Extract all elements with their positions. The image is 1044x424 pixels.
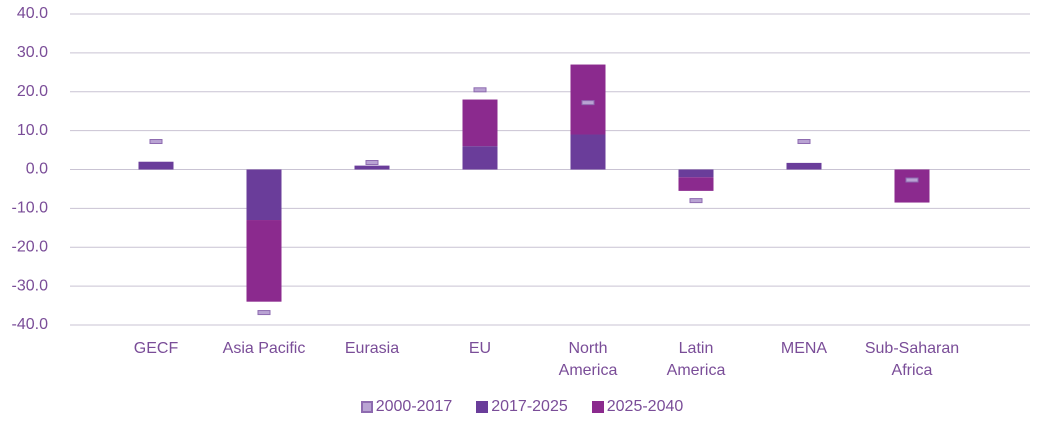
y-tick-label: 20.0 [17, 83, 48, 100]
bar-segment [462, 99, 498, 147]
marker [365, 160, 379, 166]
bar-segment [570, 134, 606, 170]
marker [689, 198, 703, 204]
y-tick-label: 0.0 [26, 161, 48, 178]
x-tick-label: MENA [780, 340, 828, 357]
legend: 2000-2017 2017-2025 2025-2040 [0, 398, 1044, 416]
marker [581, 100, 595, 106]
marker [257, 310, 271, 316]
bar-segment [786, 162, 822, 170]
bar-segment [246, 169, 282, 221]
bar-segment [894, 169, 930, 203]
marker [149, 139, 163, 145]
x-tick-label: Asia Pacific [222, 340, 306, 357]
legend-label: 2017-2025 [491, 398, 568, 415]
y-tick-label: 30.0 [17, 44, 48, 61]
marker [473, 87, 487, 93]
x-tick-label: Latin America [666, 340, 726, 379]
marker [905, 177, 919, 183]
bar-segment [678, 169, 714, 178]
y-tick-label: 10.0 [17, 122, 48, 139]
legend-item: 2017-2025 [476, 398, 568, 416]
x-tick-label: Eurasia [344, 340, 400, 357]
bar-segment [246, 220, 282, 302]
legend-label: 2000-2017 [375, 398, 453, 415]
marker [797, 139, 811, 145]
legend-label: 2025-2040 [606, 398, 684, 415]
y-tick-label: 40.0 [17, 5, 48, 22]
y-tick-label: -10.0 [12, 200, 49, 217]
legend-swatch [360, 401, 373, 413]
bar-segment [462, 146, 498, 170]
legend-item: 2000-2017 [360, 398, 453, 416]
y-tick-label: -30.0 [12, 277, 49, 294]
x-tick-label: EU [468, 340, 492, 357]
x-tick-label: GECF [133, 340, 179, 357]
y-tick-label: -40.0 [12, 316, 49, 333]
y-tick-label: -20.0 [12, 238, 49, 255]
legend-swatch [591, 401, 604, 413]
x-tick-label: North America [558, 340, 618, 379]
x-tick-label: Sub-Saharan Africa [864, 340, 960, 379]
bar-segment [138, 161, 174, 170]
legend-item: 2025-2040 [591, 398, 684, 416]
legend-swatch [476, 401, 489, 413]
bar-segment [354, 165, 390, 170]
bar-segment [678, 177, 714, 191]
bar-segment [570, 64, 606, 135]
